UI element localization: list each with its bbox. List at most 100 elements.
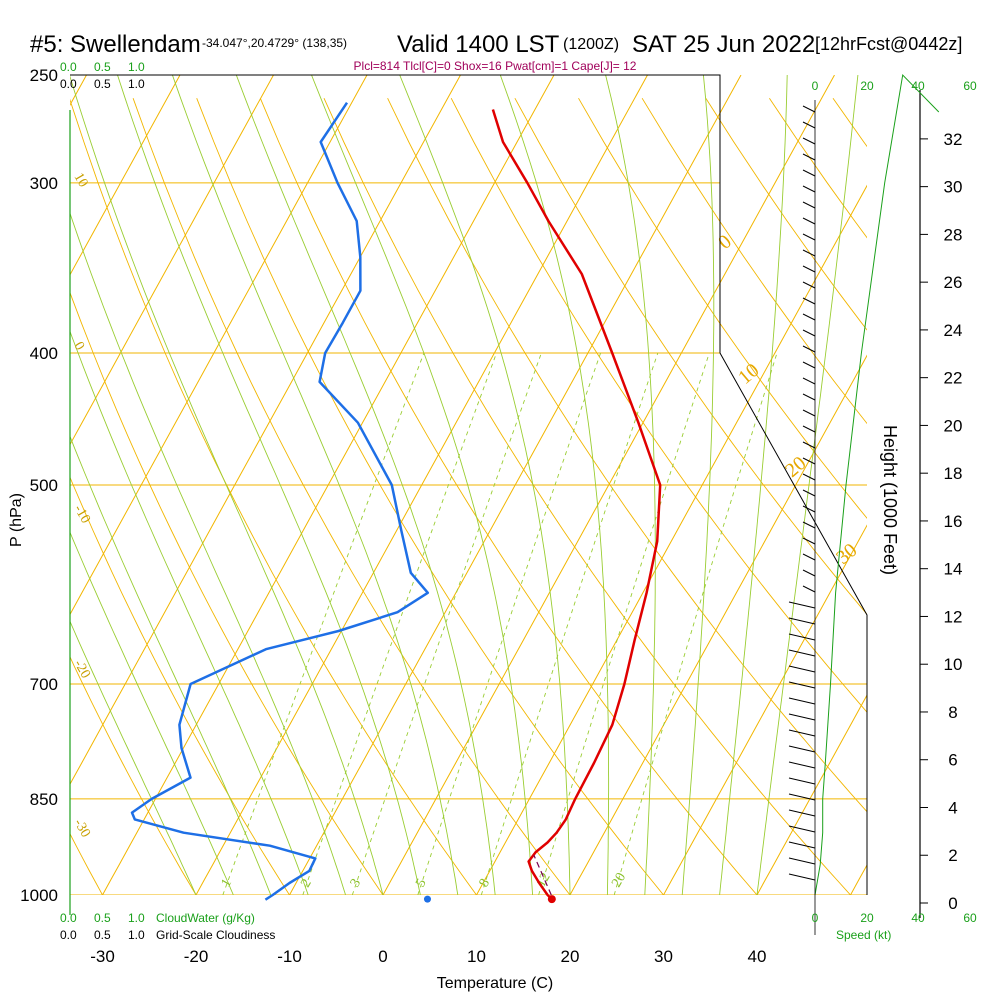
height-tick-label: 0 [948,894,957,913]
y-tick-label: 700 [30,675,58,694]
dry-adiabat-line [70,655,197,895]
cloud-scale-bottom-green-1: 0.5 [94,911,111,925]
cloud-scale-top-black-0: 0.0 [60,77,77,91]
height-tick-label: 24 [944,321,963,340]
isotherm-line [289,75,742,895]
wind-barb [802,553,816,561]
wind-barb [788,777,816,785]
wind-barb [802,233,816,241]
wind-barb [802,377,816,385]
mixing-ratio-line [538,352,710,895]
dry-adiabat-line [259,98,758,895]
moist-adiabat-line [117,75,421,895]
dry-adiabat-label: 0 [71,340,87,354]
wind-barb [788,793,816,801]
y-tick-label: 300 [30,174,58,193]
dry-adiabat-line [132,98,571,895]
wind-barb [788,857,816,865]
cloud-scale-top-black-2: 1.0 [128,77,145,91]
isotherm-line [70,75,461,786]
wind-barb [802,345,816,353]
mixing-ratio-label: 8 [477,876,493,890]
indices-line: Plcl=814 Tlcl[C]=0 Shox=16 Pwat[cm]=1 Ca… [354,59,637,73]
wind-barb [802,585,816,593]
wind-barb [802,313,816,321]
cloud-scale-bottom-green-0: 0.0 [60,911,77,925]
y-tick-label: 850 [30,790,58,809]
y-tick-label: 400 [30,344,58,363]
dry-adiabat-line [897,98,1000,895]
wind-barb [802,505,816,513]
dry-adiabat-line [323,98,851,895]
station-coords: -34.047°,20.4729° (138,35) [202,36,347,50]
height-tick-label: 16 [944,512,963,531]
isotherm-label: 0 [714,231,736,254]
height-tick-label: 20 [944,416,963,435]
isotherm-line [70,75,274,446]
x-tick-label: -30 [90,947,115,966]
x-axis-title: Temperature (C) [437,975,553,992]
wind-barb [802,137,816,145]
utc-time: (1200Z) [563,36,619,53]
speed-axis-label: Speed (kt) [836,928,891,942]
wind-barb [802,249,816,257]
mixing-ratio-label: 5 [413,876,429,890]
isotherm-line [850,864,867,895]
mixing-ratio-line [613,352,778,895]
wind-barb [788,633,816,641]
cloud-scale-top-green-1: 0.5 [94,60,111,74]
dry-adiabat-line [832,97,867,148]
dry-adiabat-line [196,98,664,895]
moist-adiabat-line [756,75,859,895]
valid-time: Valid 1400 LST [397,31,560,58]
wind-barb [788,601,816,609]
wind-barb [802,393,816,401]
mixing-ratio-label: 3 [348,876,364,890]
mixing-ratio-line [302,352,497,895]
station-title: #5: Swellendam [30,31,201,58]
y-tick-label: 1000 [20,886,58,905]
surface-temperature-point [547,895,556,904]
cloud-scale-top-green-0: 0.0 [60,60,77,74]
x-tick-label: 30 [654,947,673,966]
dry-adiabat-label: -30 [71,817,93,841]
wind-barb [802,297,816,305]
wind-barb [788,681,816,689]
x-tick-label: -10 [277,947,302,966]
wind-barb [802,569,816,577]
wind-barb [802,217,816,225]
x-tick-label: 20 [561,947,580,966]
isotherm-line [569,354,867,895]
cloud-water-label: CloudWater (g/Kg) [156,911,255,925]
height-tick-label: 18 [944,464,963,483]
isotherm-line [756,694,867,895]
temperature-series-line [491,109,662,902]
mixing-ratio-label: 12 [534,870,554,890]
cloud-scale-bottom-black-1: 0.5 [94,928,111,942]
moist-adiabat-line [70,435,272,895]
wind-barb [802,185,816,193]
x-tick-label: 0 [378,947,387,966]
height-tick-label: 4 [948,798,957,817]
wind-barb [802,281,816,289]
wind-barb [788,697,816,705]
height-tick-label: 32 [944,130,963,149]
height-tick-label: 28 [944,225,963,244]
speed-tick-top-40: 40 [911,79,925,93]
dry-adiabat-line [70,98,477,895]
height-tick-label: 10 [944,655,963,674]
wind-speed-line [814,73,940,896]
isotherm-line [382,75,835,895]
mixing-ratio-label: 1 [219,876,235,890]
x-tick-label: 10 [467,947,486,966]
speed-tick-bottom-20: 20 [860,911,874,925]
speed-tick-bottom-0: 0 [812,911,819,925]
x-tick-label: -20 [184,947,209,966]
wind-barb [802,457,816,465]
moist-adiabat-line [681,75,715,895]
speed-tick-top-20: 20 [860,79,874,93]
dry-adiabat-line [960,98,1000,895]
cloud-scale-bottom-black-0: 0.0 [60,928,77,942]
mixing-ratio-label: 20 [609,870,629,890]
